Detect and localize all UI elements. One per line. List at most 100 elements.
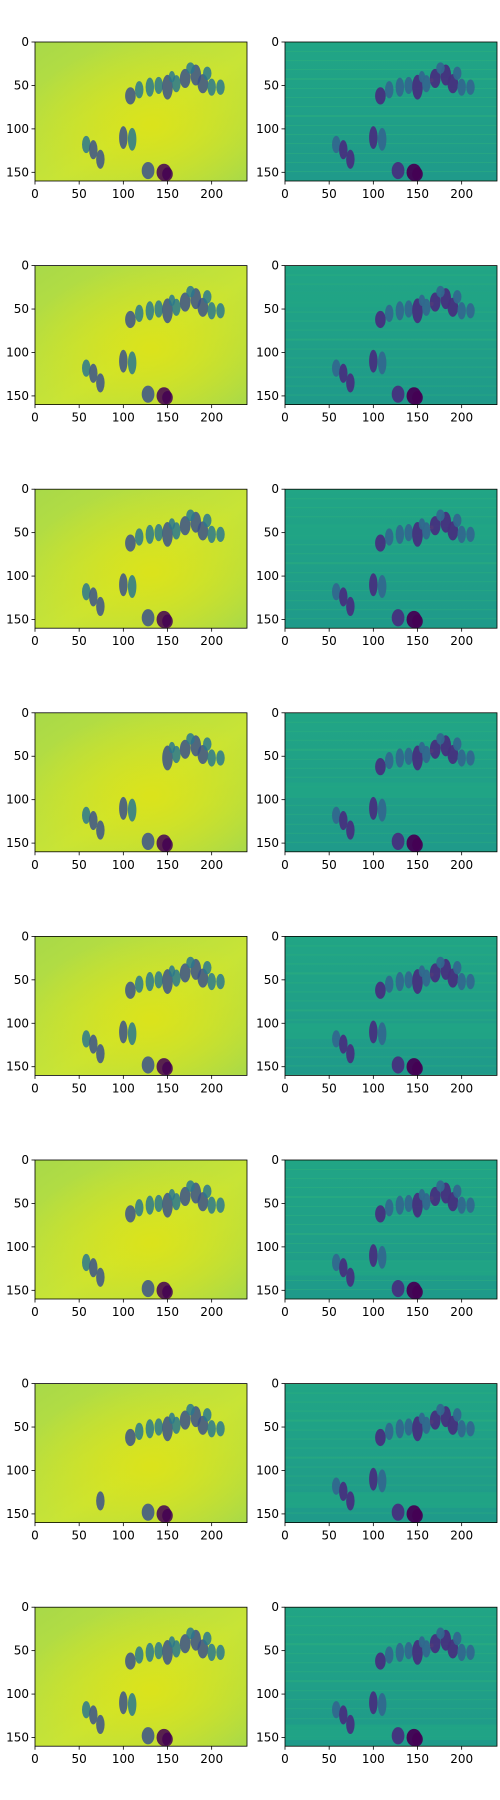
figure-silhouette xyxy=(412,167,423,180)
figure-silhouette xyxy=(169,1413,175,1424)
texture-stripe xyxy=(285,1393,497,1394)
texture-stripe xyxy=(285,609,497,610)
figure-silhouette xyxy=(412,838,423,851)
texture-stripe xyxy=(285,1513,497,1514)
figure-silhouette xyxy=(169,742,175,753)
texture-stripe xyxy=(285,116,497,117)
figure-silhouette xyxy=(396,1419,404,1438)
figure-silhouette xyxy=(146,1419,154,1438)
y-tick-label: 100 xyxy=(256,1687,279,1701)
figure-silhouette xyxy=(162,615,173,628)
figure-silhouette xyxy=(369,573,377,596)
x-tick-label: 150 xyxy=(406,411,429,425)
y-tick-label: 150 xyxy=(6,1060,29,1074)
x-tick-label: 50 xyxy=(72,1752,87,1766)
figure-silhouette xyxy=(436,1628,444,1639)
figure-silhouette xyxy=(203,1632,211,1645)
y-tick-label: 100 xyxy=(6,793,29,807)
x-tick-label: 0 xyxy=(31,1752,39,1766)
texture-stripe xyxy=(285,1644,497,1645)
x-tick-label: 50 xyxy=(72,1305,87,1319)
figure-silhouette xyxy=(203,737,211,750)
texture-stripe xyxy=(285,339,497,340)
figure-silhouette xyxy=(142,1280,155,1297)
figure-silhouette xyxy=(162,1733,173,1746)
figure-silhouette xyxy=(436,957,444,968)
figure-silhouette xyxy=(412,1509,423,1522)
x-tick-label: 100 xyxy=(362,1081,385,1095)
figure-silhouette xyxy=(89,811,97,830)
x-tick-label: 200 xyxy=(450,187,473,201)
figure-silhouette xyxy=(203,67,211,80)
texture-stripe xyxy=(285,722,497,723)
y-tick-label: 100 xyxy=(256,1463,279,1477)
occlusion-band xyxy=(285,292,497,308)
x-tick-label: 0 xyxy=(281,1305,289,1319)
figure-silhouette xyxy=(154,1195,162,1212)
figure-silhouette xyxy=(385,528,393,545)
figure-silhouette xyxy=(135,1199,143,1216)
figure-silhouette xyxy=(404,1418,412,1435)
figure-silhouette xyxy=(385,976,393,993)
figure-silhouette xyxy=(146,1643,154,1662)
figure-silhouette xyxy=(119,573,127,596)
figure-silhouette xyxy=(169,1189,175,1200)
texture-stripe xyxy=(285,590,497,591)
occlusion-band xyxy=(285,1492,497,1508)
texture-stripe xyxy=(285,1708,497,1709)
figure-silhouette xyxy=(419,295,425,306)
x-tick-label: 150 xyxy=(156,1081,179,1095)
texture-stripe xyxy=(285,1056,497,1057)
occlusion-band xyxy=(285,1724,497,1740)
figure-silhouette xyxy=(142,833,155,850)
x-tick-label: 0 xyxy=(31,1081,39,1095)
y-tick-label: 0 xyxy=(21,35,29,49)
texture-stripe xyxy=(285,134,497,135)
figure-silhouette xyxy=(404,748,412,765)
heatmap-panel-r3-c2: 0 50 100 150 200 0 50 100 150 xyxy=(256,482,497,648)
x-tick-label: 50 xyxy=(322,1305,337,1319)
figure-silhouette xyxy=(453,1632,461,1645)
figure-silhouette xyxy=(419,1636,425,1647)
x-tick-label: 100 xyxy=(112,187,135,201)
texture-stripe xyxy=(285,1671,497,1672)
x-tick-label: 0 xyxy=(281,858,289,872)
heatmap-image xyxy=(285,1384,497,1523)
x-tick-label: 50 xyxy=(72,1081,87,1095)
figure-silhouette xyxy=(186,62,194,73)
texture-stripe xyxy=(285,740,497,741)
y-tick-label: 0 xyxy=(21,706,29,720)
figure-silhouette xyxy=(385,1646,393,1663)
figure-silhouette xyxy=(404,524,412,541)
figure-silhouette xyxy=(96,373,104,392)
heatmap-image xyxy=(285,1160,497,1299)
texture-stripe xyxy=(285,60,497,61)
y-tick-label: 100 xyxy=(256,1016,279,1030)
figure-silhouette xyxy=(207,526,215,543)
heatmap-panel-r2-c2: 0 50 100 150 200 0 50 100 150 xyxy=(256,259,497,425)
y-tick-label: 150 xyxy=(6,613,29,627)
texture-stripe xyxy=(285,330,497,331)
y-tick-label: 100 xyxy=(256,345,279,359)
figure-silhouette xyxy=(436,733,444,744)
heatmap-background xyxy=(285,936,497,1075)
texture-stripe xyxy=(285,562,497,563)
texture-stripe xyxy=(285,954,497,955)
x-tick-label: 100 xyxy=(112,411,135,425)
figure-silhouette xyxy=(378,1469,386,1492)
texture-stripe xyxy=(285,1289,497,1290)
figure-silhouette xyxy=(346,1491,354,1510)
figure-silhouette xyxy=(369,350,377,373)
figure-silhouette xyxy=(135,305,143,322)
y-tick-label: 50 xyxy=(264,1196,279,1210)
texture-stripe xyxy=(285,1065,497,1066)
texture-stripe xyxy=(285,1009,497,1010)
x-tick-label: 100 xyxy=(112,1081,135,1095)
x-tick-label: 50 xyxy=(72,858,87,872)
y-tick-label: 150 xyxy=(6,165,29,179)
heatmap-panel-r8-c2: 0 50 100 150 200 0 50 100 150 xyxy=(256,1600,497,1766)
figure-silhouette xyxy=(186,1404,194,1415)
heatmap-highlight xyxy=(35,42,247,181)
figure-silhouette xyxy=(466,527,474,542)
